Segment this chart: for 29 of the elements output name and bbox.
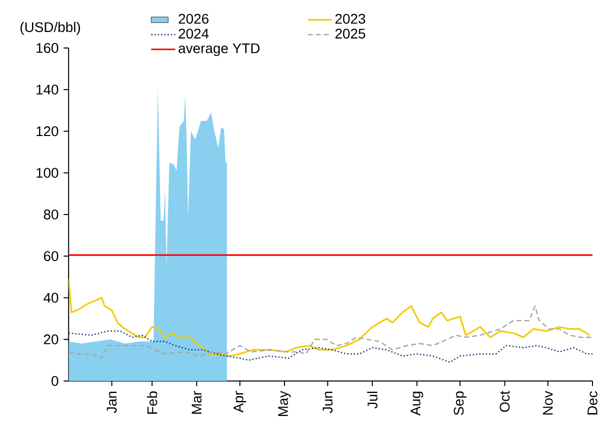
legend-label: 2023: [335, 14, 366, 24]
x-tick-label: Jul: [367, 392, 378, 408]
y-tick-label: 80: [44, 210, 58, 220]
x-tick-label: Jan: [106, 392, 117, 414]
legend-label: 2024: [178, 28, 209, 39]
x-tick-label: Jun: [322, 392, 333, 414]
y-tick-label: 20: [44, 334, 58, 344]
x-tick-label: Feb: [146, 391, 158, 414]
x-tick-label: Apr: [234, 391, 246, 413]
x-tick-label: Nov: [543, 390, 553, 414]
x-tick-label: Sep: [454, 391, 466, 416]
y-tick-label: 0: [52, 376, 58, 386]
x-tick-label: Dec: [588, 391, 598, 414]
y-tick-label: 100: [36, 168, 58, 178]
y-tick-label: 140: [36, 84, 58, 95]
y-tick-label: 120: [36, 126, 58, 136]
y-axis-title: (USD/bbl): [20, 22, 80, 35]
x-tick-label: Oct: [500, 390, 510, 412]
y-tick-label: 60: [44, 251, 58, 262]
legend-label: 2025: [335, 28, 366, 39]
line-series: [68, 330, 593, 363]
x-tick-label: May: [278, 390, 291, 416]
legend-label: average YTD: [178, 44, 260, 56]
x-tick-label: Aug: [410, 392, 424, 416]
line-series: [68, 278, 590, 357]
x-tick-label: Mar: [192, 391, 202, 414]
legend-label: 2026: [178, 14, 208, 24]
y-tick-label: 160: [36, 43, 58, 53]
y-tick-label: 40: [44, 292, 58, 303]
